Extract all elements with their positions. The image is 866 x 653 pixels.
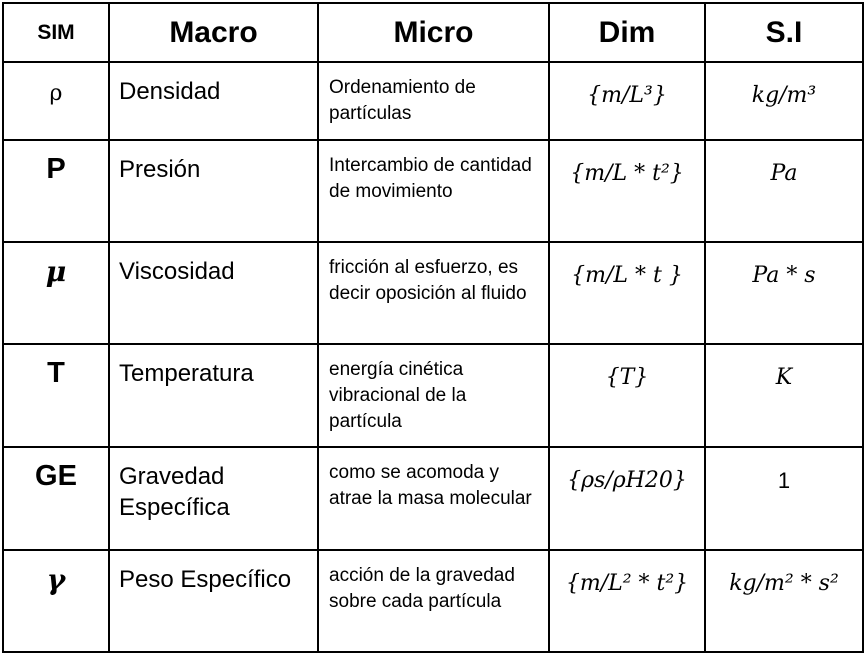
macro-cell: Gravedad Específica bbox=[108, 446, 319, 551]
dim-cell: {m/L * t²} bbox=[548, 139, 706, 243]
dim-cell: {T} bbox=[548, 343, 706, 448]
row-viscosidad: μ Viscosidad fricción al esfuerzo, es de… bbox=[2, 241, 864, 345]
micro-cell: Ordenamiento de partículas bbox=[317, 61, 550, 141]
micro-cell: como se acomoda y atrae la masa molecula… bbox=[317, 446, 550, 551]
dim-cell: {m/L³} bbox=[548, 61, 706, 141]
header-si: S.I bbox=[704, 2, 864, 63]
si-cell: Pa * s bbox=[704, 241, 864, 345]
header-micro: Micro bbox=[317, 2, 550, 63]
header-macro: Macro bbox=[108, 2, 319, 63]
header-dim: Dim bbox=[548, 2, 706, 63]
si-cell: kg/m³ bbox=[704, 61, 864, 141]
dim-cell: {m/L * t } bbox=[548, 241, 706, 345]
si-cell: 1 bbox=[704, 446, 864, 551]
symbol-cell: γ bbox=[2, 549, 110, 653]
row-densidad: ρ Densidad Ordenamiento de partículas {m… bbox=[2, 61, 864, 141]
header-sim: SIM bbox=[2, 2, 110, 63]
micro-cell: acción de la gravedad sobre cada partícu… bbox=[317, 549, 550, 653]
dim-cell: {ρs/ρH20} bbox=[548, 446, 706, 551]
si-cell: K bbox=[704, 343, 864, 448]
symbol-cell: P bbox=[2, 139, 110, 243]
macro-cell: Densidad bbox=[108, 61, 319, 141]
row-gravedad-especifica: GE Gravedad Específica como se acomoda y… bbox=[2, 446, 864, 551]
macro-cell: Peso Específico bbox=[108, 549, 319, 653]
symbol-cell: T bbox=[2, 343, 110, 448]
symbol-cell: GE bbox=[2, 446, 110, 551]
row-temperatura: T Temperatura energía cinética vibracion… bbox=[2, 343, 864, 448]
header-row: SIM Macro Micro Dim S.I bbox=[2, 2, 864, 63]
macro-cell: Viscosidad bbox=[108, 241, 319, 345]
micro-cell: Intercambio de cantidad de movimiento bbox=[317, 139, 550, 243]
micro-cell: energía cinética vibracional de la partí… bbox=[317, 343, 550, 448]
symbol-cell: μ bbox=[2, 241, 110, 345]
micro-cell: fricción al esfuerzo, es decir oposición… bbox=[317, 241, 550, 345]
dim-cell: {m/L² * t²} bbox=[548, 549, 706, 653]
si-cell: Pa bbox=[704, 139, 864, 243]
symbol-cell: ρ bbox=[2, 61, 110, 141]
macro-cell: Presión bbox=[108, 139, 319, 243]
si-cell: kg/m² * s² bbox=[704, 549, 864, 653]
row-presion: P Presión Intercambio de cantidad de mov… bbox=[2, 139, 864, 243]
macro-cell: Temperatura bbox=[108, 343, 319, 448]
row-peso-especifico: γ Peso Específico acción de la gravedad … bbox=[2, 549, 864, 653]
